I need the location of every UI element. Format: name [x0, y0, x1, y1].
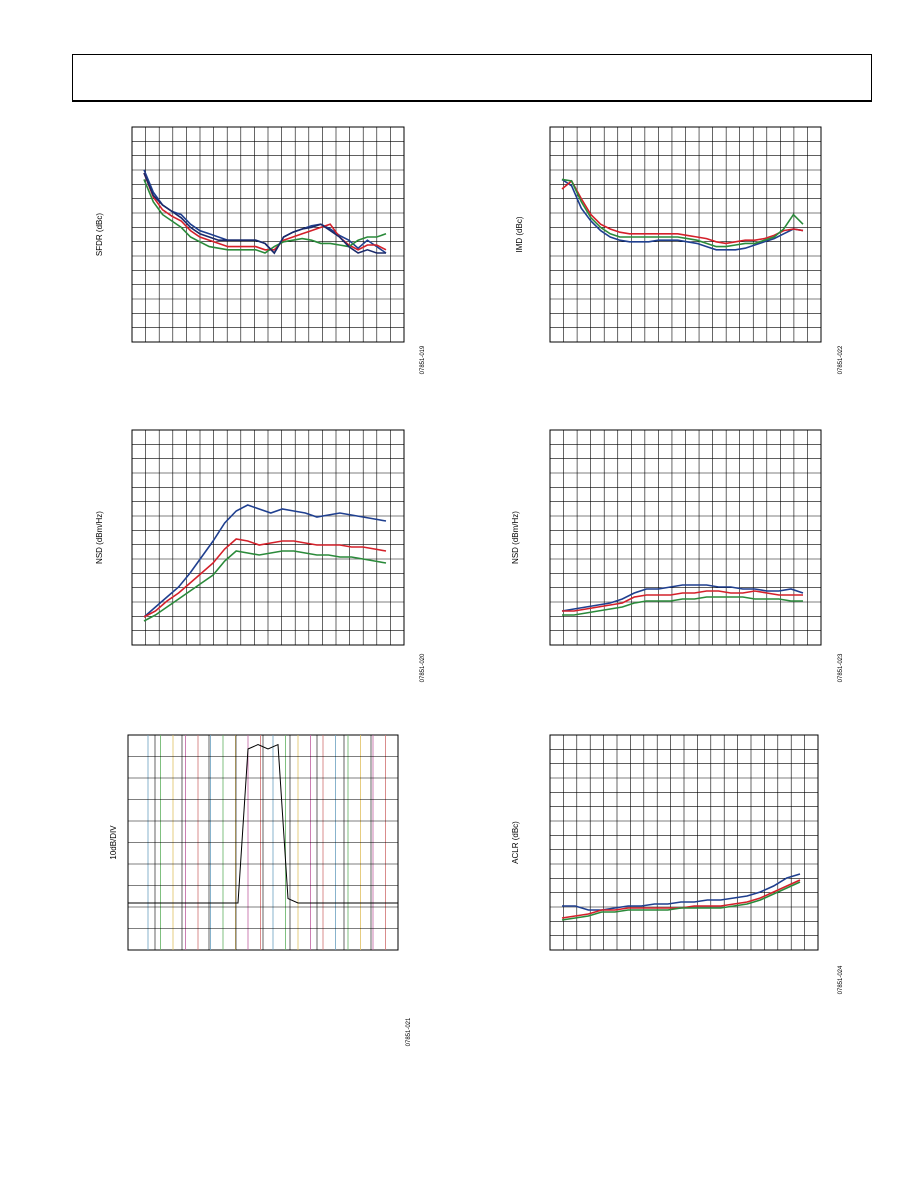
y-axis-label: ACLR (dBc) [511, 821, 520, 864]
figure-id: 07851-021 [406, 1017, 412, 1046]
series-line-green [143, 550, 387, 622]
series-line-red [143, 538, 387, 618]
y-axis-label: NSD (dBm/Hz) [511, 511, 520, 564]
series-line-green [562, 596, 803, 616]
series-line-navy [143, 172, 386, 255]
page-header [72, 54, 872, 102]
figure-id: 07851-023 [838, 653, 844, 682]
figure-id: 07851-019 [420, 345, 426, 374]
figure-id: 07851-024 [838, 965, 844, 994]
series-line-blue [143, 504, 387, 618]
y-axis-label: NSD (dBm/Hz) [95, 511, 104, 564]
series-line-blue [561, 584, 804, 612]
series-line-green [561, 178, 804, 248]
y-axis-label: 10dB/DIV [109, 825, 118, 860]
series-line-green [561, 881, 801, 921]
series-line-green [143, 179, 387, 254]
y-axis-label: IMD (dBc) [515, 216, 524, 252]
series-line-red [561, 179, 804, 245]
series-line-red [562, 590, 803, 612]
series-line-black [128, 743, 398, 904]
figure-id: 07851-020 [420, 653, 426, 682]
series-line-blue [561, 178, 804, 251]
figure-id: 07851-022 [838, 345, 844, 374]
y-axis-label: SFDR (dBc) [95, 213, 104, 256]
